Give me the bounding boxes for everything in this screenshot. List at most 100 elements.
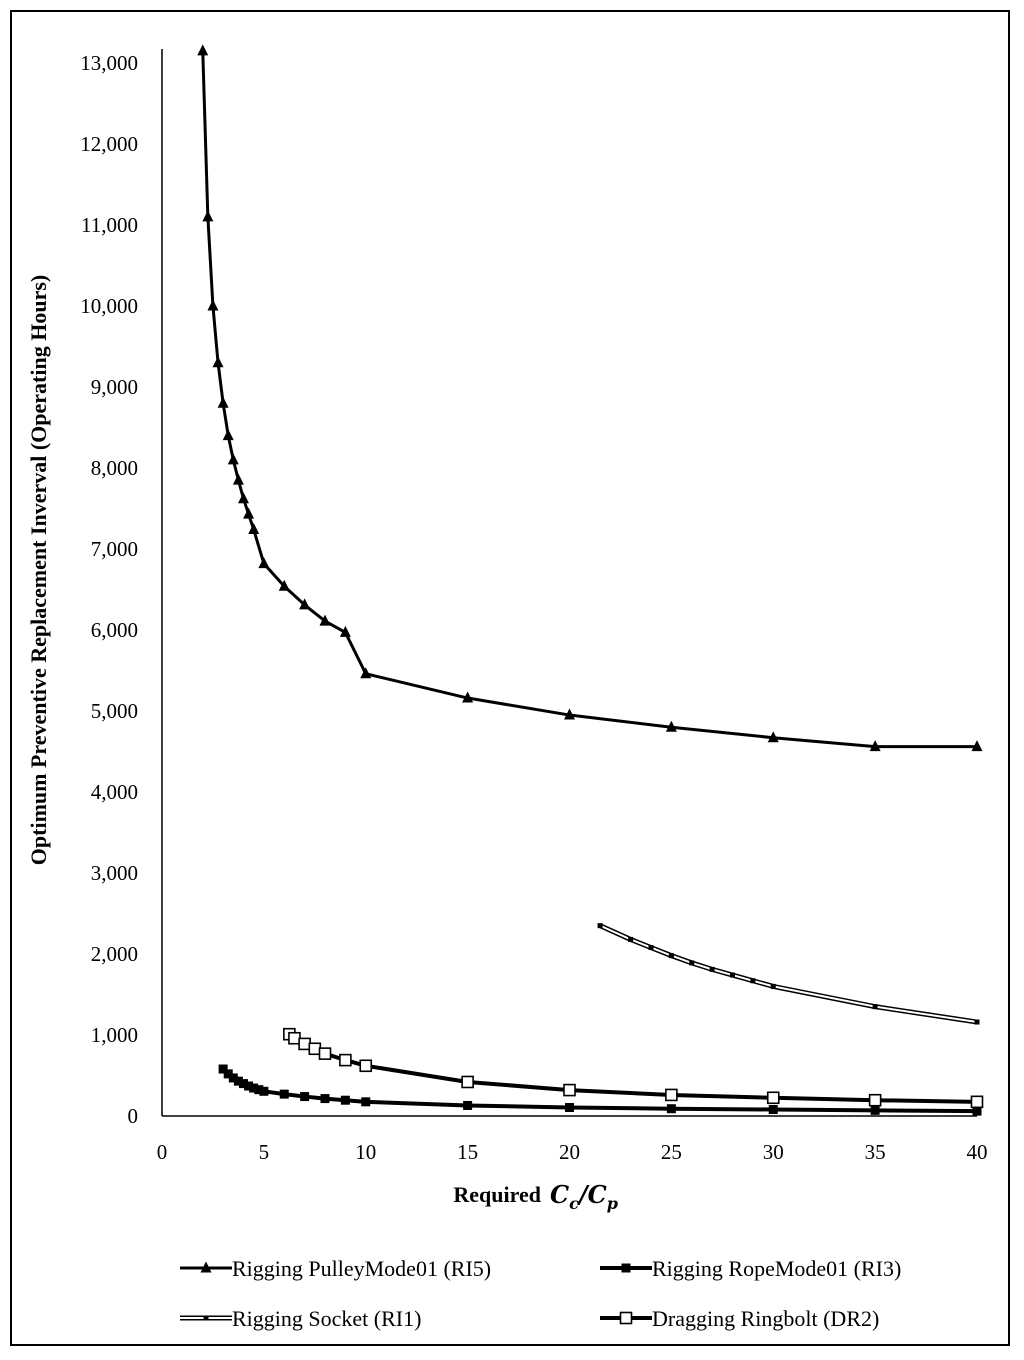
y-tick-label: 10,000 — [80, 294, 138, 318]
series-line-inner — [599, 924, 978, 1024]
data-point — [564, 708, 575, 720]
data-point — [202, 210, 214, 222]
legend-marker — [619, 1311, 633, 1325]
data-point — [318, 1047, 332, 1060]
data-point — [223, 1069, 233, 1079]
data-point — [665, 720, 677, 732]
series-2 — [218, 1064, 982, 1116]
data-point — [766, 1091, 780, 1105]
data-point — [227, 453, 239, 465]
data-point — [563, 1083, 576, 1097]
y-tick-label: 8,000 — [91, 456, 138, 480]
legend-entry: Rigging RopeMode01 (RI3) — [600, 1256, 901, 1281]
data-point — [868, 1093, 882, 1107]
axes — [161, 49, 977, 1117]
data-point — [462, 691, 474, 703]
legend-marker — [203, 1315, 209, 1321]
data-point — [668, 953, 674, 959]
data-point — [222, 429, 234, 441]
data-point — [228, 1073, 238, 1083]
y-tick-label: 7,000 — [91, 537, 138, 561]
data-point — [259, 1086, 269, 1096]
y-tick-label: 9,000 — [91, 375, 138, 399]
legend-label: Rigging PulleyMode01 (RI5) — [232, 1256, 491, 1281]
data-point — [279, 1089, 289, 1099]
data-point — [972, 1106, 982, 1116]
data-point — [207, 299, 219, 311]
data-point — [730, 972, 735, 978]
data-point — [360, 667, 372, 679]
data-point — [218, 1064, 228, 1074]
data-point — [869, 740, 881, 752]
x-tick-label: 0 — [157, 1140, 168, 1164]
legend-marker — [621, 1263, 631, 1273]
data-point — [361, 1097, 371, 1107]
data-point — [300, 1092, 310, 1102]
y-tick-label: 11,000 — [81, 213, 138, 237]
x-tick-label: 10 — [355, 1140, 376, 1164]
x-math-slash: /C — [577, 1180, 607, 1209]
data-point — [258, 557, 270, 569]
y-tick-label: 1,000 — [91, 1023, 138, 1047]
x-tick-label: 30 — [763, 1140, 784, 1164]
data-point — [278, 579, 290, 591]
x-math-sub-p: p — [607, 1194, 618, 1213]
y-axis-title: Optimum Preventive Replacement Inverval … — [26, 275, 51, 865]
x-math-sub-c: c — [569, 1194, 579, 1213]
x-math-c1: C — [550, 1180, 569, 1209]
legend-label: Rigging Socket (RI1) — [232, 1306, 421, 1331]
data-point — [666, 1104, 676, 1114]
data-point — [974, 1019, 980, 1025]
data-point — [750, 978, 756, 984]
series-3 — [597, 923, 980, 1025]
data-point — [665, 1088, 678, 1102]
data-point — [770, 983, 776, 989]
data-point — [217, 396, 229, 408]
x-tick-labels: 0 5 10 15 20 25 30 35 40 — [157, 1140, 988, 1164]
data-point — [768, 1105, 778, 1115]
legend-entry: Dragging Ringbolt (DR2) — [600, 1306, 879, 1331]
x-tick-label: 40 — [967, 1140, 988, 1164]
data-point — [243, 507, 255, 519]
data-point — [232, 473, 244, 485]
data-point — [254, 1085, 264, 1095]
series-layer — [197, 44, 984, 1116]
legend-label: Dragging Ringbolt (DR2) — [652, 1306, 879, 1331]
y-tick-label: 6,000 — [91, 618, 138, 642]
y-tick-label: 5,000 — [91, 699, 138, 723]
data-point — [870, 1105, 880, 1115]
y-tick-label: 4,000 — [91, 780, 138, 804]
series-line — [288, 1032, 978, 1104]
x-tick-label: 20 — [559, 1140, 580, 1164]
data-point — [689, 960, 695, 966]
data-point — [872, 1004, 878, 1010]
data-point — [971, 740, 983, 752]
data-point — [248, 523, 260, 535]
data-point — [340, 1095, 350, 1105]
data-point — [565, 1102, 574, 1112]
data-point — [238, 492, 249, 504]
series-line — [201, 50, 977, 749]
y-tick-label: 3,000 — [91, 861, 138, 885]
y-tick-label: 13,000 — [80, 51, 138, 75]
data-point — [970, 1095, 984, 1109]
x-tick-label: 35 — [865, 1140, 886, 1164]
data-point — [463, 1100, 473, 1110]
legend: Rigging PulleyMode01 (RI5) Rigging RopeMo… — [180, 1256, 901, 1331]
legend-entry: Rigging Socket (RI1) — [180, 1306, 421, 1331]
data-point — [339, 625, 351, 637]
x-tick-label: 5 — [259, 1140, 270, 1164]
data-point — [320, 1094, 330, 1104]
y-tick-label: 2,000 — [91, 942, 138, 966]
data-point — [628, 936, 634, 942]
x-axis-title: Required — [453, 1182, 541, 1207]
figure-frame — [10, 10, 1010, 1346]
data-point — [288, 1031, 301, 1045]
data-point — [359, 1059, 373, 1073]
data-point — [767, 731, 779, 743]
data-point — [212, 356, 224, 368]
legend-entry: Rigging PulleyMode01 (RI5) — [180, 1256, 491, 1281]
data-point — [319, 614, 331, 626]
legend-marker — [200, 1261, 212, 1273]
